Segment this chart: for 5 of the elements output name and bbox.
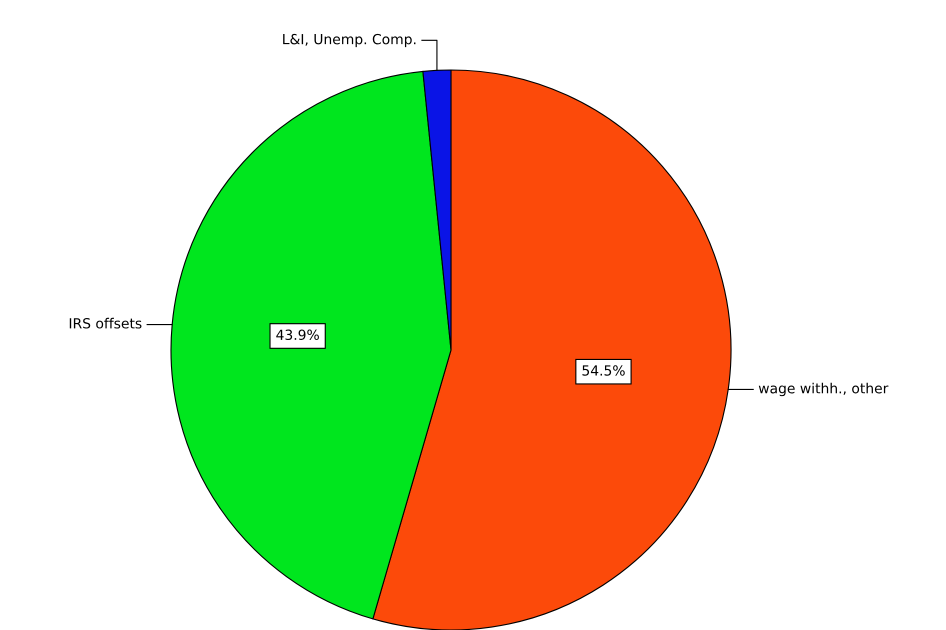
slice-label: wage withh., other [758,382,888,396]
data-label: 43.9% [276,330,319,340]
slice-label: IRS offsets [70,318,142,329]
slice-label: L&I, Unemp. Comp. [283,34,416,48]
data-label: 54.5% [582,365,625,376]
